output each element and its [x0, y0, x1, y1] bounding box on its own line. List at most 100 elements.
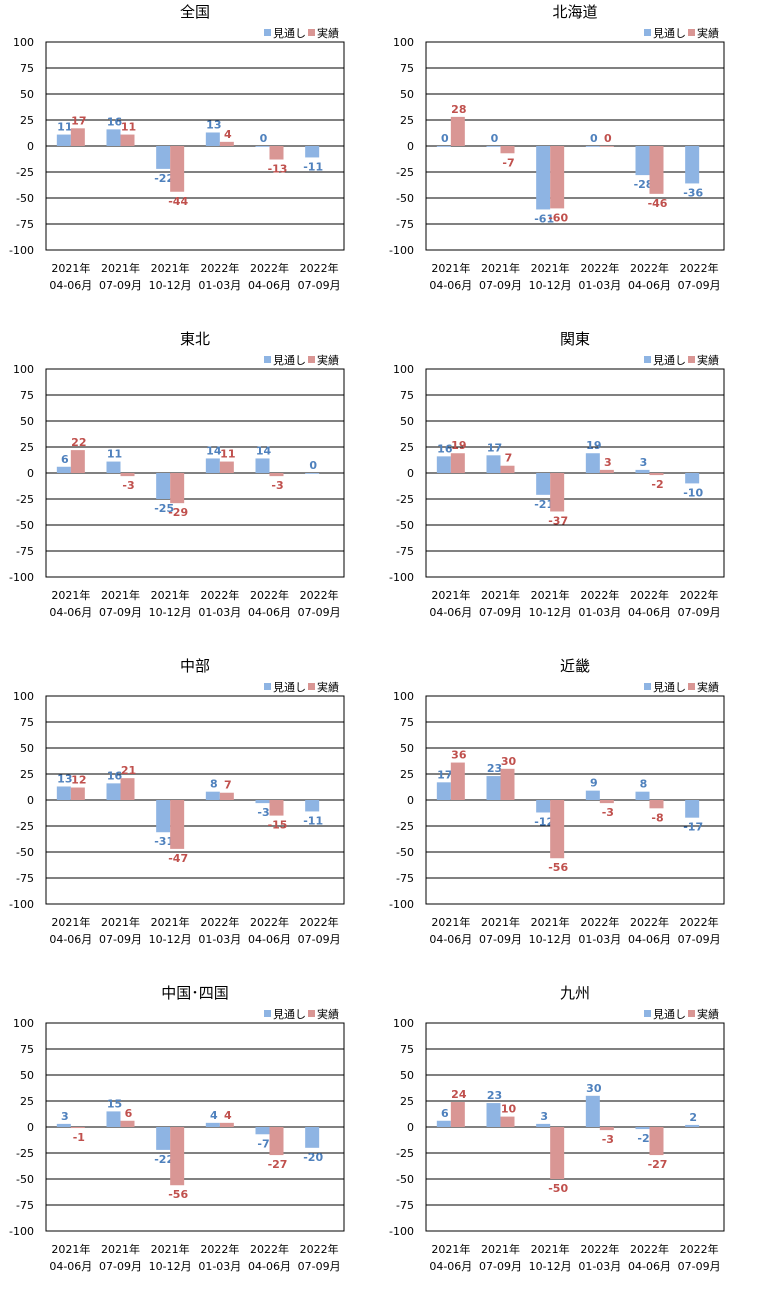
data-label-actual: -44 — [168, 195, 188, 208]
x-tick-label: 07-09月 — [479, 1260, 522, 1273]
data-label-actual: 6 — [125, 1107, 133, 1120]
bar-forecast — [486, 455, 501, 473]
x-tick-label: 2021年 — [151, 1242, 190, 1256]
legend-label-forecast: 見通し — [653, 27, 686, 40]
data-label-forecast: 0 — [590, 132, 598, 145]
y-tick-label: -75 — [16, 545, 34, 558]
x-tick-label: 04-06月 — [628, 279, 671, 292]
bar-forecast — [635, 146, 650, 176]
y-tick-label: 25 — [20, 768, 34, 781]
data-label-forecast: 6 — [441, 1107, 449, 1120]
data-label-forecast: 16 — [437, 442, 453, 455]
bar-forecast — [205, 132, 220, 146]
x-tick-label: 2021年 — [51, 1242, 90, 1256]
data-label-forecast: -11 — [303, 814, 323, 827]
x-tick-label: 01-03月 — [578, 279, 621, 292]
y-tick-label: 0 — [27, 794, 34, 807]
y-tick-label: -100 — [389, 1225, 414, 1238]
bar-actual — [649, 800, 664, 809]
bar-actual — [649, 1127, 664, 1156]
x-tick-label: 2022年 — [250, 1242, 289, 1256]
y-tick-label: 75 — [20, 389, 34, 402]
bar-forecast — [156, 800, 171, 833]
x-tick-label: 2022年 — [250, 261, 289, 275]
plot-frame — [425, 695, 725, 905]
chart-panel: 近畿 見通し 実績 100 75 50 25 0 -25 -50 -75 -100 17 36 2021年 0… — [380, 654, 760, 981]
data-label-actual: -27 — [648, 1158, 668, 1171]
legend-swatch-actual — [688, 356, 695, 363]
x-tick-label: 04-06月 — [429, 279, 472, 292]
y-tick-label: 100 — [13, 1017, 34, 1030]
bar-actual — [170, 473, 185, 504]
data-label-forecast: 23 — [487, 762, 502, 775]
plot-frame — [45, 368, 345, 578]
chart-title: 北海道 — [552, 3, 597, 21]
bar-actual — [219, 141, 234, 146]
bar-actual — [500, 146, 515, 154]
x-tick-label: 07-09月 — [678, 1260, 721, 1273]
data-label-forecast: 8 — [640, 778, 648, 791]
y-tick-label: -75 — [16, 1199, 34, 1212]
y-tick-label: -25 — [396, 1147, 414, 1160]
data-label-actual: 36 — [451, 749, 467, 762]
bar-actual — [170, 800, 185, 849]
x-tick-label: 2021年 — [101, 588, 140, 602]
x-tick-label: 2021年 — [431, 915, 470, 929]
data-label-forecast: -21 — [534, 498, 554, 511]
bar-actual — [649, 146, 664, 194]
bar-actual — [599, 800, 614, 804]
data-label-actual: -2 — [651, 478, 663, 491]
chart-title: 関東 — [560, 330, 590, 348]
data-label-forecast: 11 — [107, 448, 122, 461]
data-label-forecast: -12 — [534, 815, 554, 828]
legend-swatch-forecast — [264, 29, 271, 36]
y-tick-label: 100 — [13, 36, 34, 49]
data-label-actual: -56 — [548, 861, 568, 874]
data-label-actual: -3 — [122, 479, 134, 492]
x-tick-label: 04-06月 — [429, 606, 472, 619]
y-tick-label: -75 — [396, 872, 414, 885]
data-label-forecast: -22 — [154, 172, 174, 185]
y-tick-label: 0 — [407, 467, 414, 480]
y-tick-label: -50 — [396, 1173, 414, 1186]
bar-forecast — [106, 461, 121, 473]
bar-actual — [500, 465, 515, 473]
x-tick-label: 04-06月 — [49, 606, 92, 619]
data-label-actual: 4 — [224, 128, 232, 141]
data-label-forecast: -25 — [154, 502, 174, 515]
y-tick-label: 50 — [20, 415, 34, 428]
x-tick-label: 2022年 — [580, 588, 619, 602]
y-tick-label: 50 — [20, 88, 34, 101]
y-tick-label: 25 — [400, 114, 414, 127]
y-tick-label: 25 — [20, 441, 34, 454]
data-label-forecast: 8 — [210, 778, 218, 791]
chart-panel: 中部 見通し 実績 100 75 50 25 0 -25 -50 -75 -100 13 12 2021年 0… — [0, 654, 380, 981]
x-tick-label: 04-06月 — [248, 279, 291, 292]
x-tick-label: 2022年 — [630, 261, 669, 275]
y-tick-label: -50 — [396, 519, 414, 532]
x-tick-label: 2022年 — [580, 1242, 619, 1256]
legend-swatch-actual — [308, 683, 315, 690]
x-tick-label: 2022年 — [200, 1242, 239, 1256]
data-label-actual: 17 — [71, 114, 86, 127]
x-tick-label: 2021年 — [531, 915, 570, 929]
bar-forecast — [56, 786, 71, 800]
x-tick-label: 2021年 — [481, 1242, 520, 1256]
y-tick-label: -100 — [389, 571, 414, 584]
data-label-actual: 10 — [501, 1103, 517, 1116]
bar-forecast — [436, 782, 451, 800]
data-label-actual: 11 — [220, 448, 235, 461]
data-label-actual: -7 — [502, 156, 514, 169]
data-label-forecast: -17 — [683, 821, 703, 834]
data-label-actual: 11 — [121, 121, 136, 134]
x-tick-label: 10-12月 — [149, 279, 192, 292]
bar-forecast — [585, 453, 600, 473]
plot-frame — [425, 368, 725, 578]
data-label-actual: -27 — [268, 1158, 288, 1171]
x-tick-label: 10-12月 — [529, 279, 572, 292]
data-label-actual: -60 — [548, 211, 568, 224]
bar-forecast — [56, 1123, 71, 1127]
legend-swatch-actual — [688, 29, 695, 36]
y-tick-label: 50 — [20, 1069, 34, 1082]
